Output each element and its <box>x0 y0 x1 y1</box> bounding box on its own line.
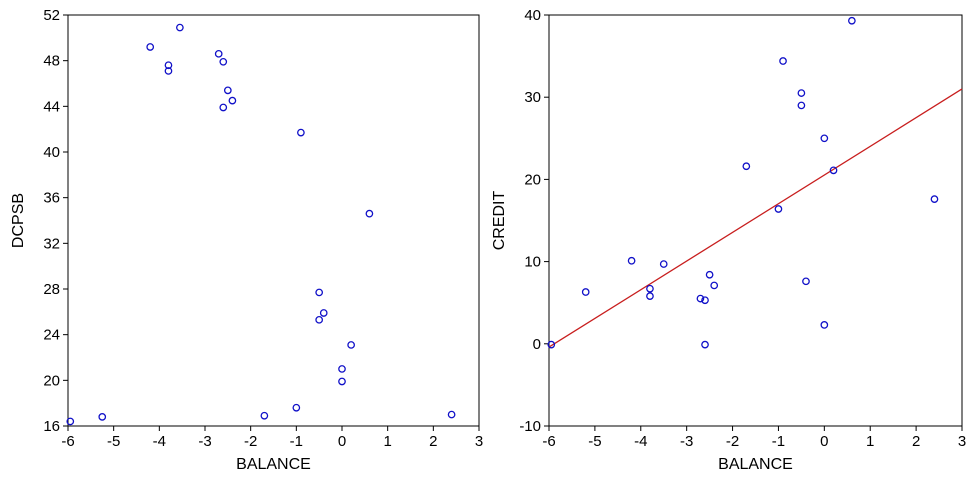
data-point <box>98 413 107 421</box>
data-point <box>66 417 75 426</box>
data-point <box>779 57 787 65</box>
x-tick-label: -1 <box>772 433 785 450</box>
data-point <box>223 86 232 95</box>
y-tick-label: 32 <box>43 235 60 252</box>
data-point <box>696 294 705 303</box>
data-point <box>705 270 714 279</box>
data-point <box>164 67 173 75</box>
data-point <box>646 284 654 293</box>
data-point <box>581 288 590 296</box>
x-tick-label: -4 <box>634 433 647 450</box>
x-axis-title: BALANCE <box>718 456 793 473</box>
y-tick-label: 0 <box>533 336 541 353</box>
data-point <box>797 101 806 110</box>
data-point <box>347 341 355 349</box>
data-point <box>315 288 324 297</box>
y-tick-label: 40 <box>524 7 541 24</box>
x-tick-label: 0 <box>820 433 828 450</box>
x-tick-label: -3 <box>680 433 693 450</box>
y-tick-label: 20 <box>43 372 60 389</box>
y-tick-label: 52 <box>43 7 60 24</box>
plot-frame <box>67 14 480 427</box>
x-tick-label: -6 <box>61 433 74 450</box>
data-point <box>820 134 829 143</box>
y-tick-label: 48 <box>43 53 60 70</box>
x-tick-label: -6 <box>542 433 555 450</box>
y-tick-label: 36 <box>43 190 60 207</box>
data-point <box>297 128 305 137</box>
data-point <box>146 43 155 51</box>
x-tick-label: 3 <box>475 433 483 450</box>
data-point <box>260 411 269 420</box>
x-tick-label: 3 <box>958 433 966 450</box>
chart-panel-1: -6 -5 -4 -3 -2 -1 0 1 2 3 16 20 24 28 32 36 40 44 48 52 BALA… <box>10 7 483 473</box>
data-point <box>319 309 328 317</box>
data-point <box>447 410 456 419</box>
y-tick-label: 20 <box>524 171 541 188</box>
data-point <box>701 340 709 349</box>
data-point <box>547 340 556 349</box>
data-point <box>219 103 228 112</box>
data-point <box>338 377 346 386</box>
data-point <box>829 166 838 175</box>
y-tick-label: 40 <box>43 144 60 161</box>
data-point <box>802 277 810 286</box>
data-point <box>701 296 709 305</box>
data-point <box>930 195 939 203</box>
x-tick-label: 2 <box>912 433 920 450</box>
y-tick-label: 24 <box>43 327 60 344</box>
data-point <box>338 365 346 373</box>
data-point <box>164 61 173 70</box>
x-tick-label: -5 <box>107 433 120 450</box>
y-axis-title: CREDIT <box>491 191 508 251</box>
y-tick-label: 10 <box>524 254 541 271</box>
y-tick-label: -10 <box>519 418 541 435</box>
regression-line <box>548 88 963 348</box>
data-point <box>797 89 806 97</box>
data-point <box>742 162 751 171</box>
data-point <box>228 96 237 105</box>
data-point <box>176 23 184 32</box>
data-point <box>315 315 324 324</box>
x-tick-label: 0 <box>338 433 346 450</box>
y-axis-title: DCPSB <box>10 193 27 248</box>
x-tick-label: -5 <box>588 433 601 450</box>
data-point <box>214 49 223 58</box>
x-tick-label: -1 <box>290 433 303 450</box>
y-tick-label: 16 <box>43 418 60 435</box>
y-tick-label: 44 <box>43 98 60 115</box>
x-axis-title: BALANCE <box>236 456 311 473</box>
data-point <box>820 321 829 329</box>
x-tick-label: 2 <box>429 433 437 450</box>
x-tick-label: 1 <box>866 433 874 450</box>
x-tick-label: -3 <box>198 433 211 450</box>
data-point <box>646 292 654 300</box>
data-point <box>627 256 636 265</box>
data-point <box>219 57 228 66</box>
y-tick-label: 28 <box>43 281 60 298</box>
chart-panel-2: -6 -5 -4 -3 -2 -1 0 1 2 3-10010203040BALANCECREDI… <box>491 7 966 473</box>
data-point <box>710 281 719 290</box>
data-point <box>774 205 783 213</box>
x-tick-label: 1 <box>383 433 391 450</box>
x-tick-label: -2 <box>726 433 739 450</box>
x-tick-label: -2 <box>244 433 257 450</box>
plot-frame <box>548 14 963 427</box>
y-tick-label: 30 <box>524 89 541 106</box>
data-point <box>365 209 374 218</box>
data-point <box>659 260 668 268</box>
data-point <box>292 403 301 412</box>
x-tick-label: -4 <box>153 433 166 450</box>
data-point <box>848 16 856 25</box>
